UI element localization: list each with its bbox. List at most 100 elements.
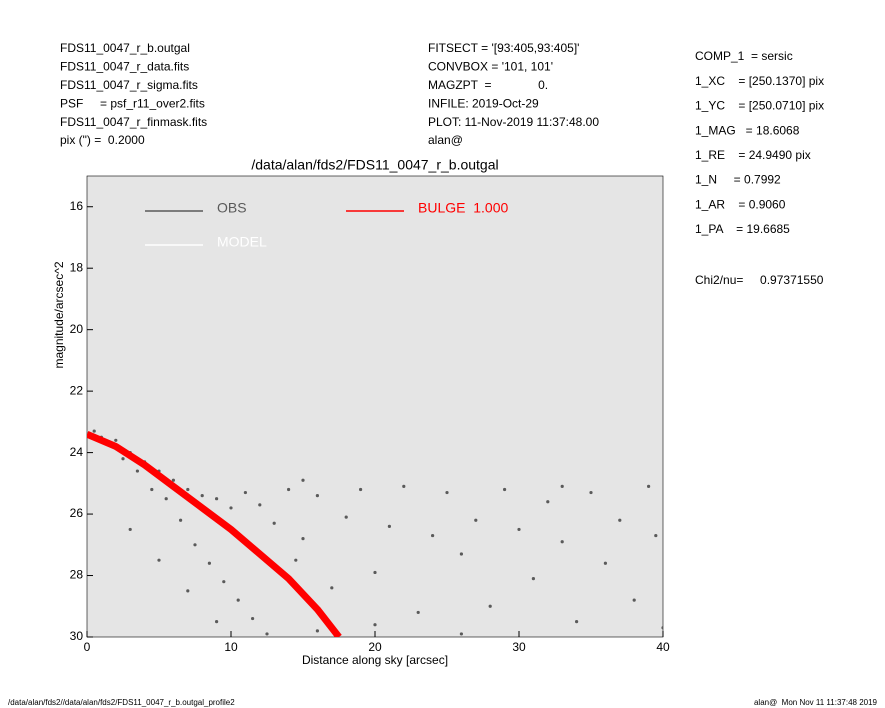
obs-point bbox=[243, 490, 247, 495]
obs-point bbox=[459, 552, 463, 556]
y-tick-label: 22 bbox=[70, 383, 84, 397]
obs-point bbox=[92, 429, 96, 433]
obs-point bbox=[589, 490, 593, 495]
obs-point bbox=[157, 558, 161, 562]
obs-point bbox=[315, 629, 319, 633]
obs-point bbox=[488, 604, 492, 608]
obs-point bbox=[222, 580, 226, 584]
obs-point bbox=[373, 570, 377, 575]
header-right-line: COMP_1 = sersic bbox=[695, 49, 793, 63]
header-right-line: 1_RE = 24.9490 pix bbox=[695, 148, 811, 162]
obs-point bbox=[330, 586, 334, 590]
obs-point bbox=[287, 487, 291, 492]
obs-point bbox=[560, 484, 564, 489]
obs-point bbox=[575, 620, 579, 624]
obs-point bbox=[661, 626, 663, 630]
chart-title: /data/alan/fds2/FDS11_0047_r_b.outgal bbox=[251, 157, 498, 173]
obs-point bbox=[647, 484, 651, 489]
legend-label: BULGE 1.000 bbox=[418, 200, 508, 216]
header-right-line: 1_XC = [250.1370] pix bbox=[695, 74, 824, 88]
obs-point bbox=[193, 543, 197, 547]
obs-point bbox=[603, 561, 608, 565]
header-left-line: FDS11_0047_r_data.fits bbox=[60, 60, 189, 74]
y-tick-label: 16 bbox=[70, 199, 84, 213]
footer-right: alan@ Mon Nov 11 11:37:48 2019 bbox=[754, 698, 878, 707]
header-middle-line: PLOT: 11-Nov-2019 11:37:48.00 bbox=[428, 115, 599, 129]
obs-point bbox=[431, 533, 435, 538]
profile-line bbox=[87, 430, 342, 637]
obs-point bbox=[387, 524, 391, 528]
obs-point bbox=[186, 487, 190, 492]
x-tick-label: 20 bbox=[368, 640, 382, 654]
x-axis-label: Distance along sky [arcsec] bbox=[302, 653, 448, 667]
obs-point bbox=[402, 484, 406, 489]
obs-point bbox=[251, 616, 255, 621]
obs-point bbox=[258, 503, 262, 507]
obs-point bbox=[359, 487, 363, 492]
obs-point bbox=[531, 577, 536, 581]
x-tick-label: 0 bbox=[84, 640, 91, 654]
obs-point bbox=[135, 469, 139, 473]
obs-point bbox=[272, 521, 276, 525]
y-axis-label: magnitude/arcsec^2 bbox=[52, 261, 66, 368]
footer-left: /data/alan/fds2//data/alan/fds2/FDS11_00… bbox=[8, 698, 235, 707]
header-left-line: FDS11_0047_r_sigma.fits bbox=[60, 78, 198, 92]
obs-point bbox=[315, 494, 319, 498]
y-tick-label: 26 bbox=[70, 506, 84, 520]
header-middle-line: INFILE: 2019-Oct-29 bbox=[428, 96, 539, 110]
obs-point bbox=[265, 632, 269, 636]
obs-point bbox=[474, 518, 478, 522]
legend-label: MODEL bbox=[217, 234, 267, 250]
y-tick-label: 30 bbox=[70, 629, 84, 643]
obs-point bbox=[517, 527, 521, 532]
x-tick-label: 40 bbox=[656, 640, 670, 654]
obs-point bbox=[186, 589, 190, 593]
y-tick-label: 28 bbox=[70, 568, 84, 582]
obs-point bbox=[618, 518, 622, 522]
obs-point bbox=[207, 561, 211, 565]
obs-point bbox=[459, 632, 463, 636]
plot-area bbox=[86, 175, 664, 638]
header-left-line: pix (") = 0.2000 bbox=[60, 133, 145, 147]
x-tick-label: 10 bbox=[224, 640, 238, 654]
header-middle-line: CONVBOX = '101, 101' bbox=[428, 60, 553, 74]
obs-point bbox=[373, 623, 377, 627]
obs-point bbox=[301, 537, 305, 541]
obs-point bbox=[215, 620, 219, 624]
plot-data bbox=[87, 429, 663, 637]
header-right-line: 1_N = 0.7992 bbox=[695, 173, 781, 187]
obs-point bbox=[121, 457, 125, 461]
obs-point bbox=[445, 490, 449, 495]
header-right-line: 1_PA = 19.6685 bbox=[695, 222, 790, 236]
obs-point bbox=[164, 497, 168, 501]
x-tick-label: 30 bbox=[512, 640, 526, 654]
obs-point bbox=[301, 478, 305, 482]
obs-point bbox=[200, 494, 204, 498]
obs-point bbox=[416, 610, 420, 615]
header-left-line: FDS11_0047_r_finmask.fits bbox=[60, 115, 207, 129]
header-middle-line: FITSECT = '[93:405,93:405]' bbox=[428, 41, 579, 55]
obs-point bbox=[294, 558, 298, 562]
obs-point bbox=[546, 500, 550, 504]
header-middle-line: alan@ bbox=[428, 133, 463, 147]
obs-point bbox=[560, 540, 564, 544]
obs-point bbox=[229, 506, 233, 510]
y-tick-label: 18 bbox=[70, 260, 84, 274]
y-tick-label: 20 bbox=[70, 322, 84, 336]
obs-point bbox=[179, 518, 183, 522]
obs-point bbox=[114, 438, 118, 442]
chi2: Chi2/nu= 0.97371550 bbox=[695, 273, 824, 287]
obs-point bbox=[654, 533, 658, 538]
header-left-line: PSF = psf_r11_over2.fits bbox=[60, 96, 205, 110]
header-right-line: 1_AR = 0.9060 bbox=[695, 197, 786, 211]
obs-point bbox=[128, 527, 132, 532]
y-tick-label: 24 bbox=[70, 445, 84, 459]
header-middle-line: MAGZPT = 0. bbox=[428, 78, 548, 92]
header-right-line: 1_YC = [250.0710] pix bbox=[695, 99, 824, 113]
header-right-line: 1_MAG = 18.6068 bbox=[695, 123, 800, 137]
obs-point bbox=[236, 598, 240, 602]
obs-point bbox=[215, 497, 219, 501]
header-left-line: FDS11_0047_r_b.outgal bbox=[60, 41, 190, 55]
obs-point bbox=[503, 487, 507, 492]
